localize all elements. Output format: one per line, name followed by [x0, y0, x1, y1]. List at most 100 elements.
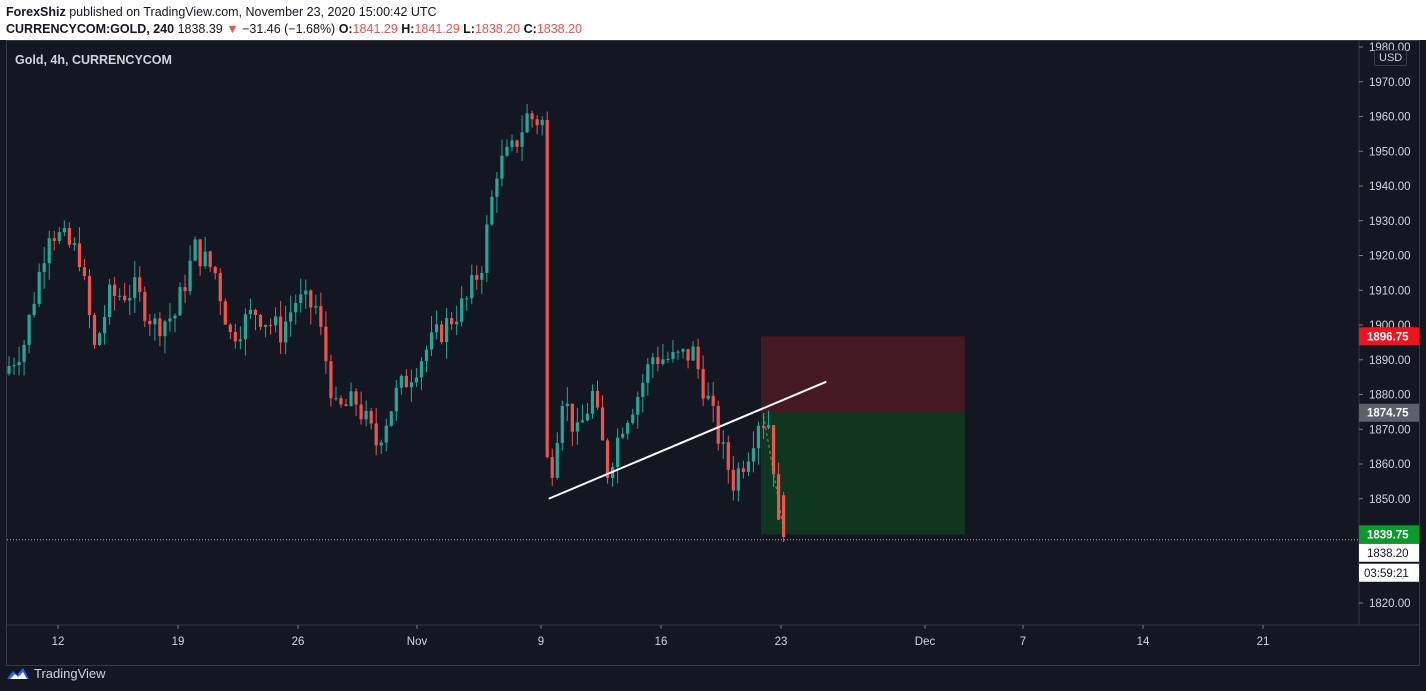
candle-down [369, 410, 373, 424]
candle-down [82, 267, 87, 277]
publish-header: ForexShiz published on TradingView.com, … [0, 0, 1426, 40]
candle-up [691, 346, 695, 361]
candle-down [731, 469, 735, 491]
candle-down [87, 276, 92, 316]
candle-up [62, 228, 66, 233]
candle-up [520, 132, 524, 147]
currency-badge[interactable]: USD [1374, 50, 1408, 66]
candle-up [389, 411, 393, 426]
candle-up [243, 314, 248, 340]
candle-down [339, 398, 343, 405]
candle-up [590, 390, 595, 414]
symbol-line: CURRENCYCOM:GOLD, 240 1838.39 ▼ −31.46 (… [6, 22, 582, 36]
candle-up [384, 425, 388, 443]
countdown-box [1359, 563, 1419, 582]
candle-down [374, 423, 378, 446]
candle-up [465, 298, 469, 300]
candle-down [600, 407, 605, 441]
x-tick-label: 7 [1020, 636, 1026, 648]
candle-up [721, 442, 725, 444]
high-value: 1841.29 [414, 22, 460, 36]
candle-down [138, 277, 142, 293]
candle-up [646, 364, 650, 383]
candle-up [163, 321, 167, 337]
candle-down [359, 404, 363, 420]
x-tick-label: 19 [172, 636, 185, 648]
chart-panel [6, 40, 1420, 666]
candle-down [716, 405, 720, 444]
x-tick-label: 23 [775, 636, 788, 648]
candle-down [711, 395, 715, 406]
candle-down [329, 361, 333, 399]
candle-up [203, 251, 207, 267]
candle-up [676, 351, 680, 353]
candle-down [279, 316, 283, 343]
candle-down [741, 468, 745, 472]
candle-up [706, 395, 710, 399]
candle-up [108, 284, 112, 318]
stop-price-label: 1896.75 [1367, 331, 1409, 343]
candle-down [475, 275, 479, 280]
candle-up [188, 260, 192, 292]
stop-loss-zone [760, 336, 965, 413]
candle-down [324, 326, 328, 362]
candle-up [314, 306, 318, 308]
y-tick-label: 1930.00 [1369, 216, 1411, 228]
candle-up [525, 113, 529, 133]
candle-up [746, 461, 751, 472]
series-legend: Gold, 4h, CURRENCYCOM [15, 53, 172, 67]
y-tick-label: 1940.00 [1369, 181, 1411, 193]
entry-price-label: 1874.75 [1367, 408, 1409, 420]
candle-up [641, 382, 645, 397]
open-label: O: [338, 22, 353, 36]
candle-up [580, 420, 585, 423]
candle-up [57, 232, 61, 241]
x-tick-label: 16 [655, 636, 668, 648]
candle-up [32, 303, 36, 316]
candle-down [450, 318, 454, 325]
candle-up [128, 298, 132, 301]
candle-down [223, 301, 227, 325]
candle-up [394, 387, 398, 412]
candle-up [651, 357, 655, 365]
tradingview-brand[interactable]: TradingView [6, 665, 106, 681]
candle-down [726, 442, 730, 470]
bar-countdown: 03:59:21 [1364, 568, 1409, 580]
candle-up [97, 333, 102, 346]
candle-up [631, 414, 635, 423]
candle-up [153, 318, 157, 325]
x-tick-label: 12 [52, 636, 65, 648]
candle-up [118, 295, 122, 297]
candle-up [17, 361, 21, 366]
candle-up [168, 318, 172, 322]
candle-down [776, 474, 781, 520]
candle-up [364, 410, 368, 420]
candle-down [782, 495, 786, 537]
x-tick-label: Dec [915, 636, 936, 648]
candle-up [510, 140, 514, 147]
x-tick-label: Nov [407, 636, 428, 648]
candle-up [585, 413, 590, 421]
candle-down [253, 309, 258, 316]
low-value: 1838.20 [474, 22, 521, 36]
author-link[interactable]: ForexShiz [6, 5, 66, 19]
candle-up [626, 422, 630, 434]
candle-up [72, 243, 76, 245]
x-tick-label: 21 [1257, 636, 1270, 648]
low-label: L: [463, 22, 475, 36]
candle-up [299, 294, 303, 304]
candle-up [27, 315, 31, 345]
candle-up [37, 271, 41, 304]
target-price-label-box [1359, 525, 1419, 544]
candle-down [439, 324, 444, 343]
candle-down [686, 349, 690, 361]
candle-up [455, 321, 459, 325]
candle-up [751, 448, 756, 462]
candle-up [42, 263, 46, 272]
candle-down [92, 315, 97, 346]
candle-up [470, 275, 474, 299]
close-value: 1838.20 [536, 22, 583, 36]
candle-down [535, 119, 539, 126]
candle-down [158, 318, 162, 337]
